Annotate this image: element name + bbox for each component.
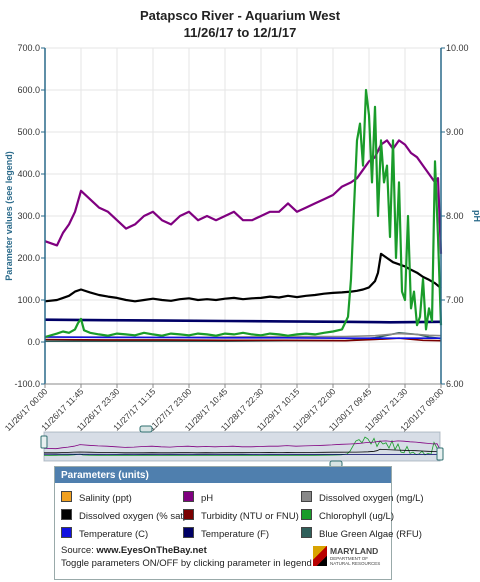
series-line-chlorophyll-ug-l <box>44 88 443 339</box>
navigator-handle-left[interactable] <box>40 435 48 449</box>
source-link[interactable]: www.EyesOnTheBay.net <box>96 545 207 556</box>
legend-item-temperature-c[interactable]: Temperature (C) <box>61 527 148 540</box>
legend-label: pH <box>201 493 214 504</box>
legend-swatch <box>183 491 194 502</box>
y-tick-label: 200.0 <box>17 253 40 263</box>
legend-item-temperature-f[interactable]: Temperature (F) <box>183 527 269 540</box>
legend-swatch <box>183 509 194 520</box>
legend-swatch <box>301 491 312 502</box>
legend-swatch <box>301 509 312 520</box>
legend-label: Dissolved oxygen (mg/L) <box>319 493 424 504</box>
y2-tick-label: 9.00 <box>446 127 464 137</box>
logo-subtext: DEPARTMENT OF NATURAL RESOURCES <box>330 556 381 566</box>
legend-label: Temperature (F) <box>201 529 270 540</box>
y-tick-label: 700.0 <box>17 43 40 53</box>
maryland-dnr-logo: MARYLAND DEPARTMENT OF NATURAL RESOURCES <box>313 543 389 575</box>
logo-text: MARYLAND <box>330 546 379 556</box>
legend-label: Temperature (C) <box>79 529 149 540</box>
toggle-note: Toggle parameters ON/OFF by clicking par… <box>61 558 312 569</box>
legend-item-salinity-ppt[interactable]: Salinity (ppt) <box>61 491 132 504</box>
legend-item-dissolved-oxygen-mg-l[interactable]: Dissolved oxygen (mg/L) <box>301 491 424 504</box>
y-tick-label: 600.0 <box>17 85 40 95</box>
y2-tick-label: 8.00 <box>446 211 464 221</box>
legend-item-turbidity-ntu-or-fnu[interactable]: Turbidity (NTU or FNU) <box>183 509 299 522</box>
legend-label: Salinity (ppt) <box>79 493 132 504</box>
y2-tick-label: 6.00 <box>446 379 464 389</box>
legend-label: Dissolved oxygen (% sat) <box>79 511 187 522</box>
y-axis-title: Parameter values (see legend) <box>4 151 14 281</box>
series-line-temperature-f <box>44 318 442 324</box>
legend-swatch <box>61 509 72 520</box>
y2-tick-label: 7.00 <box>446 295 464 305</box>
legend-label: Turbidity (NTU or FNU) <box>201 511 299 522</box>
y-tick-label: 500.0 <box>17 127 40 137</box>
legend-swatch <box>61 527 72 538</box>
legend-label: Chlorophyll (ug/L) <box>319 511 394 522</box>
y-tick-label: 300.0 <box>17 211 40 221</box>
y-tick-label: 400.0 <box>17 169 40 179</box>
y-tick-label: 0.0 <box>27 337 40 347</box>
series-line-ph <box>44 139 443 254</box>
y2-axis-title: pH <box>472 210 480 222</box>
source-line: Source: www.EyesOnTheBay.net <box>61 545 207 556</box>
series-line-dissolved-oxygen-sat <box>44 252 442 303</box>
navigator-line <box>43 436 441 456</box>
legend-title: Parameters (units) <box>55 467 391 483</box>
legend-item-blue-green-algae-rfu[interactable]: Blue Green Algae (RFU) <box>301 527 422 540</box>
navigator-line <box>44 448 441 454</box>
chart-title: Patapsco River - Aquarium West <box>139 8 341 23</box>
scroll-grip-top[interactable] <box>139 425 153 433</box>
y-tick-label: -100.0 <box>14 379 40 389</box>
legend-items: Salinity (ppt) pH Dissolved oxygen (mg/L) D… <box>55 483 424 543</box>
y2-tick-label: 10.00 <box>446 43 469 53</box>
maryland-flag-icon <box>313 546 327 566</box>
source-label: Source: <box>61 545 94 556</box>
legend-swatch <box>301 527 312 538</box>
navigator-handle-right[interactable] <box>436 447 444 461</box>
legend-item-chlorophyll-ug-l[interactable]: Chlorophyll (ug/L) <box>301 509 394 522</box>
navigator-line <box>43 440 441 450</box>
legend-swatch <box>61 491 72 502</box>
legend-label: Blue Green Algae (RFU) <box>319 529 422 540</box>
legend-item-dissolved-oxygen-sat[interactable]: Dissolved oxygen (% sat) <box>61 509 186 522</box>
chart-subtitle: 11/26/17 to 12/1/17 <box>183 25 297 40</box>
legend-panel: Parameters (units) Salinity (ppt) pH Disso… <box>54 466 424 580</box>
y-tick-label: 100.0 <box>17 295 40 305</box>
legend-item-ph[interactable]: pH <box>183 491 213 504</box>
series-line-temperature-c <box>44 336 441 340</box>
chart-area: 700.0 600.0 500.0 400.0 300.0 200.0 100.0 0.0 -1… <box>3 43 480 466</box>
legend-swatch <box>183 527 194 538</box>
scroll-grip-bottom[interactable] <box>329 460 343 466</box>
series-line-turbidity-ntu-or-fnu <box>44 337 442 342</box>
